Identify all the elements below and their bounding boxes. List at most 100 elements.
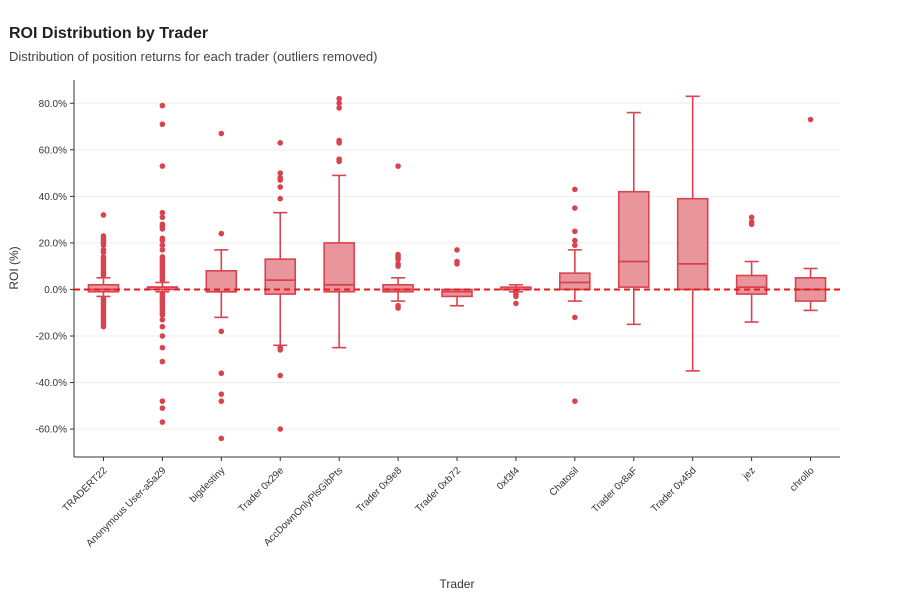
- outlier-point: [572, 205, 578, 211]
- x-tick-label: Trader 0x29e: [237, 465, 287, 515]
- y-tick-label: -40.0%: [35, 378, 67, 389]
- outlier-point: [159, 398, 166, 404]
- outlier-point: [572, 237, 578, 244]
- outlier-point: [159, 323, 166, 330]
- outlier-point: [159, 358, 166, 365]
- box-8: [500, 283, 532, 307]
- box-10: [617, 111, 650, 326]
- box-9: [559, 186, 591, 404]
- outlier-point: [159, 312, 166, 318]
- x-tick-label: TRADERT22: [61, 465, 110, 514]
- outlier-point: [277, 140, 284, 146]
- outlier-point: [218, 391, 225, 397]
- outlier-point: [218, 370, 225, 377]
- outlier-point: [513, 300, 519, 307]
- box-iqr: [87, 283, 120, 293]
- box-iqr: [617, 190, 650, 288]
- outlier-point: [277, 184, 284, 190]
- x-tick-label: Chatosil: [548, 465, 581, 498]
- outlier-point: [218, 130, 225, 137]
- box-1: [87, 212, 120, 330]
- x-tick-label: chrollo: [788, 465, 817, 494]
- outlier-point: [336, 105, 342, 111]
- outlier-point: [277, 195, 284, 202]
- x-tick-label: 0xf3f4: [495, 465, 522, 492]
- y-axis-label: ROI (%): [7, 246, 21, 289]
- box-iqr: [205, 270, 238, 293]
- outlier-point: [277, 426, 284, 432]
- outlier-point: [807, 116, 814, 123]
- outlier-point: [159, 226, 166, 232]
- outlier-point: [218, 230, 225, 237]
- box-13: [794, 116, 827, 312]
- box-series: [87, 95, 827, 442]
- box-iqr: [676, 197, 709, 291]
- outlier-point: [100, 242, 107, 249]
- outlier-point: [336, 158, 342, 165]
- y-tick-label: 40.0%: [39, 192, 67, 203]
- y-tick-label: 60.0%: [39, 145, 67, 156]
- outlier-point: [159, 214, 166, 221]
- outlier-point: [395, 305, 401, 311]
- box-iqr: [735, 274, 768, 295]
- y-tick-label: 0.0%: [44, 285, 67, 296]
- outlier-point: [336, 100, 342, 107]
- box-iqr: [559, 272, 591, 291]
- outlier-point: [100, 272, 107, 279]
- outlier-point: [218, 328, 225, 335]
- outlier-point: [159, 316, 166, 323]
- outlier-point: [748, 214, 755, 221]
- outlier-point: [572, 242, 578, 249]
- box-iqr: [382, 283, 414, 293]
- box-12: [735, 214, 768, 323]
- outlier-point: [454, 261, 460, 267]
- outlier-point: [159, 237, 166, 244]
- outlier-point: [454, 247, 460, 253]
- box-11: [676, 95, 709, 372]
- x-tick-label: Trader 0x45d: [649, 465, 699, 515]
- outlier-point: [277, 372, 284, 379]
- outlier-point: [572, 314, 578, 321]
- outlier-point: [159, 405, 166, 411]
- outlier-point: [277, 170, 284, 176]
- x-tick-label: Trader 0xb72: [414, 465, 464, 515]
- outlier-point: [159, 247, 166, 253]
- outlier-point: [395, 163, 401, 169]
- outlier-point: [159, 102, 166, 109]
- box-5: [323, 95, 355, 349]
- box-2: [146, 102, 179, 425]
- outlier-point: [748, 221, 755, 228]
- outlier-point: [336, 140, 342, 146]
- box-3: [205, 130, 238, 442]
- y-tick-label: -60.0%: [35, 425, 67, 436]
- outlier-point: [218, 435, 225, 442]
- gridlines: [74, 102, 840, 430]
- outlier-point: [277, 177, 284, 183]
- outlier-point: [277, 347, 284, 353]
- box-4: [264, 140, 297, 432]
- outlier-point: [572, 398, 578, 404]
- outlier-point: [218, 398, 225, 404]
- x-tick-label: Trader 0x8aF: [590, 465, 640, 515]
- outlier-point: [159, 242, 166, 249]
- outlier-point: [572, 186, 578, 193]
- x-tick-label: bigdestiny: [188, 465, 228, 505]
- outlier-point: [159, 277, 166, 283]
- y-tick-label: 20.0%: [39, 238, 67, 249]
- box-7: [441, 247, 473, 307]
- x-tick-label: Trader 0x9e8: [355, 465, 405, 515]
- outlier-point: [159, 333, 166, 339]
- box-iqr: [323, 242, 355, 293]
- page-title: ROI Distribution by Trader: [9, 25, 209, 42]
- outlier-point: [100, 212, 107, 218]
- y-axis: -60.0% -40.0% -20.0% 0.0% 20.0% 40.0% 60.0% 80.…: [35, 80, 75, 457]
- outlier-point: [159, 344, 166, 351]
- outlier-point: [572, 228, 578, 235]
- outlier-point: [159, 121, 166, 128]
- box-iqr: [264, 258, 297, 295]
- outlier-point: [100, 323, 107, 330]
- outlier-point: [336, 95, 342, 102]
- outlier-point: [159, 209, 166, 216]
